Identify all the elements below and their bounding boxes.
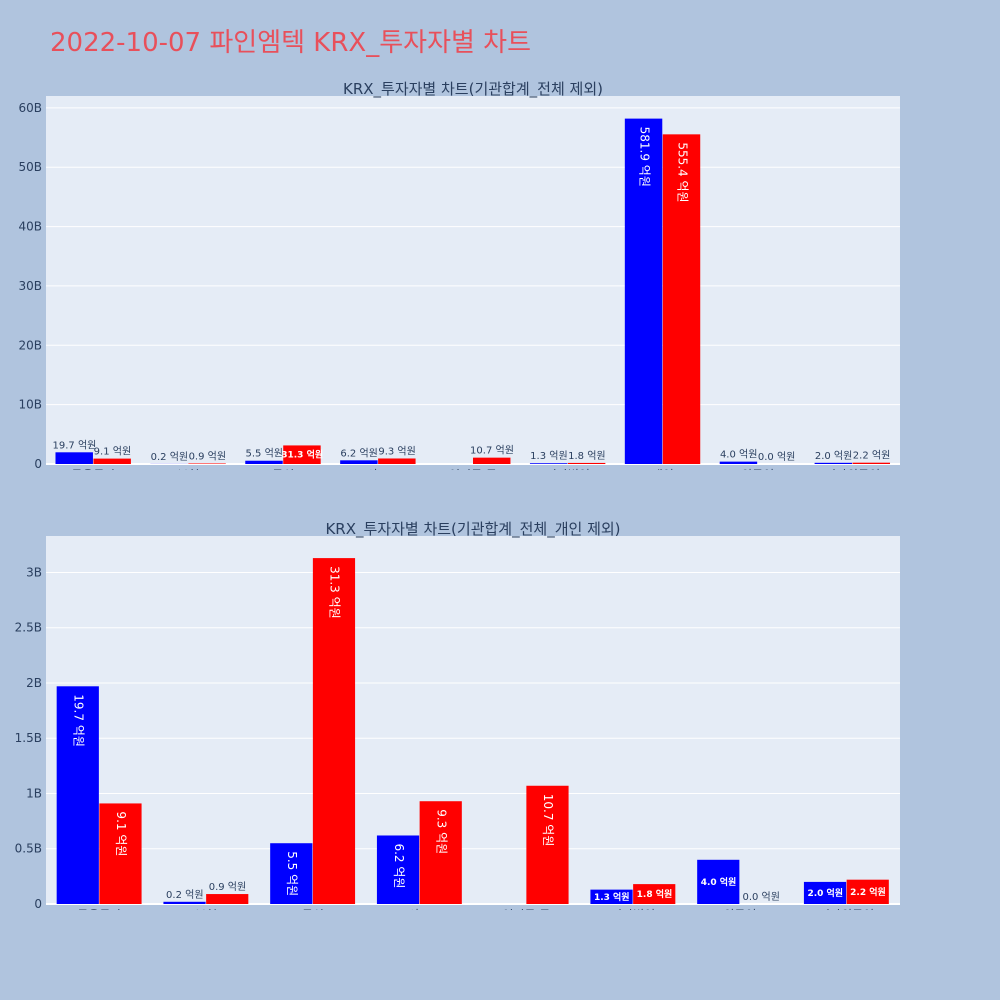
data-label: 0.2 억원: [151, 451, 188, 463]
data-label: 2.2 억원: [853, 450, 890, 462]
x-tick-label: 금융투자: [71, 468, 115, 470]
x-tick-label: 개인: [652, 468, 674, 470]
bar: [245, 460, 283, 464]
y-tick-label: 20B: [18, 338, 42, 352]
data-label: 0.9 억원: [209, 881, 246, 893]
x-tick-label: 외국인: [741, 468, 774, 470]
data-label: 4.0 억원: [701, 876, 737, 888]
data-label: 1.3 억원: [530, 450, 567, 462]
chart-bottom: KRX_투자자별 차트(기관합계_전체_개인 제외) 0 0.5B 1B 1.5B 2B 2…: [15, 520, 900, 910]
bar: [526, 785, 569, 904]
x-tick-label: 보험: [177, 468, 199, 470]
bar: [719, 461, 758, 464]
data-label: 19.7 억원: [53, 439, 97, 451]
data-label: 31.3 억원: [281, 449, 323, 461]
bar: [567, 462, 606, 464]
x-tick-label: 보험: [195, 908, 217, 910]
bar: [99, 803, 142, 904]
y-tick-label: 50B: [18, 160, 42, 174]
x-tick-label: 기타법인: [611, 908, 655, 910]
data-label: 4.0 억원: [720, 449, 757, 461]
chart-top: KRX_투자자별 차트(기관합계_전체 제외) 0 10B 20B 30B 40B 50B 6…: [18, 80, 900, 470]
bar: [852, 462, 891, 464]
data-label: 6.2 억원: [340, 447, 377, 459]
data-label: 555.4 억원: [675, 142, 689, 202]
data-label: 9.1 억원: [94, 446, 131, 458]
y-tick-label: 10B: [18, 398, 42, 412]
data-label: 10.7 억원: [470, 445, 514, 457]
data-label: 0.0 억원: [742, 891, 779, 903]
bar: [473, 457, 511, 464]
bar: [312, 558, 356, 904]
chart-title: KRX_투자자별 차트(기관합계_전체 제외): [343, 80, 603, 99]
bar: [803, 881, 847, 904]
x-tick-label: 투신: [272, 468, 294, 470]
x-tick-label: 외국인: [723, 908, 756, 910]
y-tick-label: 3B: [26, 565, 42, 579]
data-label: 0.0 억원: [758, 451, 795, 463]
data-label: 2.0 억원: [807, 887, 843, 899]
y-tick-label: 0: [34, 457, 42, 470]
data-label: 1.8 억원: [637, 888, 673, 900]
x-tick-label: 기타외국인: [819, 908, 874, 910]
data-label: 581.9 억원: [637, 127, 651, 187]
y-tick-label: 1B: [26, 786, 42, 800]
bar: [93, 458, 131, 464]
page-title: 2022-10-07 파인엠텍 KRX_투자자별 차트: [50, 28, 532, 58]
y-tick-label: 0.5B: [15, 842, 42, 856]
bar: [662, 134, 701, 464]
x-tick-label: 금융투자: [77, 908, 121, 910]
y-tick-label: 40B: [18, 220, 42, 234]
bar: [340, 460, 378, 464]
y-tick-label: 30B: [18, 279, 42, 293]
data-label: 5.5 억원: [246, 448, 283, 460]
bar: [378, 458, 416, 464]
y-tick-label: 60B: [18, 101, 42, 115]
data-label: 9.1 억원: [114, 811, 128, 856]
x-tick-label: 기타외국인: [825, 468, 880, 470]
x-tick-label: 기타법인: [546, 468, 590, 470]
bar: [624, 118, 663, 464]
bar: [270, 843, 313, 904]
data-label: 6.2 억원: [392, 843, 406, 888]
data-label: 31.3 억원: [328, 566, 342, 619]
data-label: 1.3 억원: [594, 891, 630, 903]
x-tick-label: 사모: [409, 908, 431, 910]
plot-area: [46, 536, 900, 904]
data-label: 0.9 억원: [189, 450, 226, 462]
x-tick-label: 연기금 등: [502, 908, 550, 910]
data-label: 2.2 억원: [850, 886, 886, 898]
data-label: 9.3 억원: [378, 445, 415, 457]
y-tick-label: 0: [34, 897, 42, 910]
bar: [56, 686, 99, 904]
bar: [697, 859, 740, 904]
bar: [55, 452, 93, 464]
bar: [206, 894, 249, 904]
data-label: 5.5 억원: [285, 851, 299, 896]
bar: [814, 462, 853, 464]
bar: [419, 801, 462, 904]
bar: [590, 889, 633, 904]
data-label: 9.3 억원: [434, 809, 448, 854]
data-label: 10.7 억원: [541, 794, 555, 847]
chart-title: KRX_투자자별 차트(기관합계_전체_개인 제외): [325, 520, 620, 539]
bar: [376, 835, 420, 904]
plot-area: [46, 96, 900, 464]
x-tick-label: 사모: [367, 468, 389, 470]
x-tick-label: 투신: [302, 908, 324, 910]
bar: [633, 884, 676, 904]
bar: [846, 879, 889, 904]
data-label: 19.7 억원: [72, 694, 86, 747]
x-tick-label: 연기금 등: [449, 468, 497, 470]
bar: [283, 445, 321, 464]
y-tick-label: 1.5B: [15, 731, 42, 745]
data-label: 2.0 억원: [815, 450, 852, 462]
y-tick-label: 2.5B: [15, 621, 42, 635]
bar: [529, 463, 568, 464]
data-label: 1.8 억원: [568, 450, 605, 462]
bar: [163, 901, 206, 904]
bar: [188, 463, 226, 464]
y-tick-label: 2B: [26, 676, 42, 690]
data-label: 0.2 억원: [166, 889, 203, 901]
